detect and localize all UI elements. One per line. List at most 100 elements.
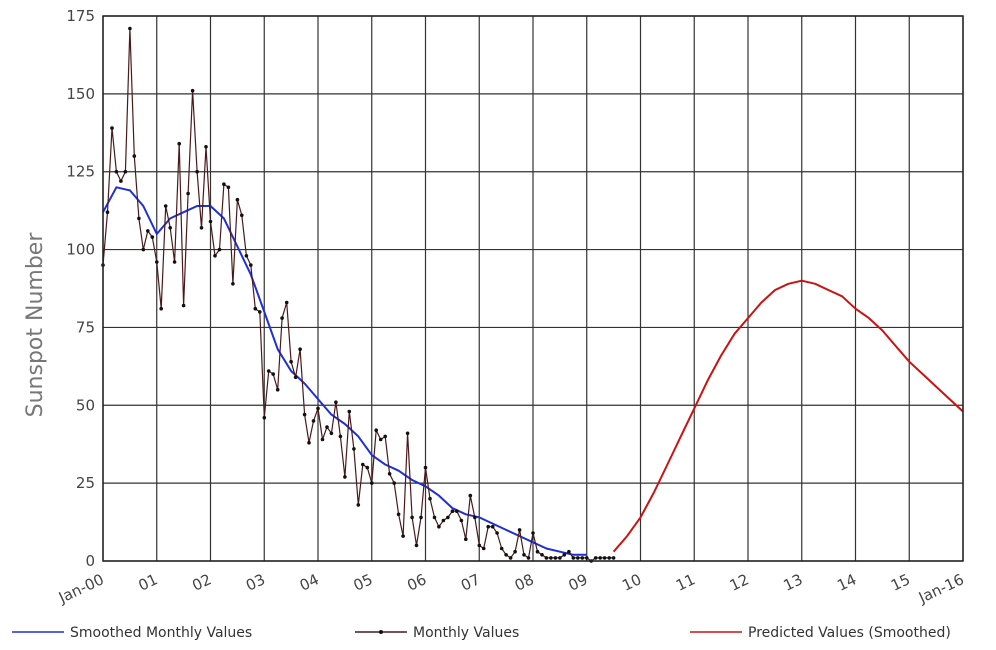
- data-point: [401, 534, 405, 538]
- data-point: [329, 431, 334, 436]
- data-point: [172, 260, 177, 264]
- data-point: [208, 219, 213, 224]
- data-point: [370, 481, 374, 485]
- data-point: [526, 556, 531, 560]
- legend-item: Predicted Values (Smoothed): [690, 625, 951, 641]
- data-point: [437, 524, 441, 529]
- data-point: [258, 310, 262, 314]
- data-point: [146, 229, 150, 233]
- data-point: [593, 556, 598, 560]
- data-point: [374, 428, 379, 433]
- data-point: [347, 409, 352, 414]
- data-point: [141, 247, 146, 252]
- data-point: [302, 412, 307, 417]
- data-point: [504, 553, 508, 557]
- data-point: [114, 169, 119, 174]
- data-point: [432, 515, 437, 520]
- data-point: [132, 154, 137, 158]
- data-point: [338, 434, 343, 439]
- data-point: [199, 226, 204, 230]
- data-point: [562, 553, 567, 557]
- data-point: [334, 400, 338, 405]
- data-point: [499, 546, 504, 551]
- data-point: [540, 553, 544, 557]
- series-3: [612, 279, 964, 553]
- data-point: [486, 524, 491, 529]
- data-point: [280, 316, 284, 320]
- x-tick-label: 01: [136, 570, 161, 594]
- data-point: [405, 431, 410, 436]
- data-point: [231, 282, 235, 286]
- data-point: [531, 531, 535, 535]
- data-point: [137, 216, 141, 221]
- data-point: [105, 210, 110, 214]
- legend-label: Predicted Values (Smoothed): [748, 625, 951, 641]
- data-point: [490, 524, 495, 529]
- y-axis: 0 25 50 75 100 125 150 175: [66, 7, 95, 570]
- data-point: [213, 254, 217, 258]
- y-tick-label: 25: [76, 474, 95, 492]
- data-point: [558, 556, 562, 560]
- data-point: [553, 556, 558, 560]
- x-tick-label: 05: [351, 570, 376, 594]
- data-point: [119, 179, 123, 183]
- data-point: [352, 447, 356, 451]
- data-point: [598, 556, 602, 560]
- data-point: [549, 556, 553, 560]
- data-point: [414, 543, 419, 548]
- data-point: [464, 537, 468, 541]
- data-point: [249, 263, 253, 267]
- legend-marker: [379, 630, 383, 634]
- data-point: [275, 387, 280, 392]
- data-point: [316, 406, 320, 411]
- data-point: [585, 556, 589, 560]
- data-point: [222, 182, 226, 186]
- x-axis: Jan-00 01 02 03 04 05 06 07 08 09 10 11 12 13 14 15 Jan-…: [55, 570, 967, 607]
- data-point: [459, 518, 464, 523]
- data-point: [343, 475, 347, 479]
- data-point: [320, 437, 325, 442]
- data-point: [266, 369, 271, 373]
- data-point: [396, 512, 401, 517]
- data-point: [240, 213, 244, 218]
- data-point: [159, 306, 163, 311]
- data-point: [571, 556, 576, 560]
- data-point: [262, 415, 267, 420]
- data-point: [468, 493, 473, 498]
- data-point: [607, 556, 611, 560]
- data-point: [513, 549, 517, 554]
- series-1: [102, 186, 587, 556]
- y-tick-label: 50: [76, 396, 95, 414]
- series-line: [612, 279, 964, 553]
- legend-item: Smoothed Monthly Values: [12, 625, 252, 641]
- data-point: [235, 197, 240, 202]
- chart-grid: [102, 15, 964, 562]
- x-tick-label: 08: [512, 570, 537, 594]
- y-tick-label: 0: [85, 552, 95, 570]
- x-tick-label: 14: [834, 570, 859, 594]
- data-point: [522, 553, 526, 557]
- data-point: [423, 465, 428, 470]
- data-point: [508, 556, 513, 560]
- data-point: [190, 88, 195, 93]
- plot-frame: [102, 15, 964, 562]
- data-point: [378, 437, 383, 442]
- x-tick-label: 06: [404, 570, 429, 594]
- plot-area: [101, 26, 964, 563]
- data-point: [611, 556, 616, 560]
- legend: Smoothed Monthly Values Monthly Values Pre…: [12, 625, 951, 641]
- y-tick-label: 75: [76, 318, 95, 336]
- data-point: [271, 372, 276, 376]
- data-point: [477, 543, 482, 548]
- data-point: [535, 549, 540, 554]
- data-point: [289, 359, 293, 364]
- x-tick-label: 02: [189, 570, 214, 594]
- y-tick-label: 175: [66, 7, 95, 25]
- data-point: [128, 26, 132, 31]
- x-tick-label: 13: [781, 570, 806, 594]
- data-point: [450, 509, 455, 513]
- x-tick-label: 07: [458, 570, 483, 594]
- y-tick-label: 150: [66, 85, 95, 103]
- data-point: [392, 481, 397, 485]
